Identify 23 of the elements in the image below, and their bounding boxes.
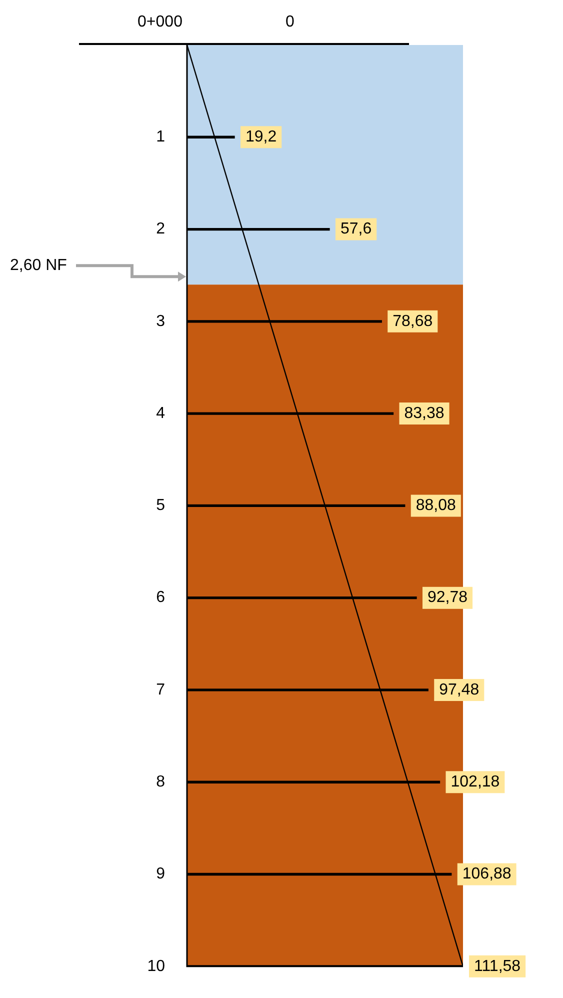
data-label: 92,78 bbox=[427, 589, 468, 606]
y-tick-label: 2 bbox=[156, 220, 166, 238]
y-tick-label: 3 bbox=[156, 312, 166, 330]
data-label: 88,08 bbox=[416, 497, 456, 514]
y-tick-label: 8 bbox=[156, 774, 166, 791]
data-label: 106,88 bbox=[462, 866, 512, 883]
y-tick-label: 7 bbox=[156, 681, 166, 698]
y-tick-label: 6 bbox=[156, 589, 166, 606]
data-label: 19,2 bbox=[245, 128, 277, 146]
data-label: 111,58 bbox=[474, 958, 521, 975]
text: 0+000 bbox=[138, 13, 183, 30]
text: 0 bbox=[286, 13, 295, 30]
text: 2,60 NF bbox=[10, 256, 68, 274]
y-tick-label: 5 bbox=[156, 497, 166, 514]
y-tick-label: 1 bbox=[156, 128, 166, 146]
data-label: 97,48 bbox=[439, 681, 480, 698]
y-tick-label: 4 bbox=[156, 404, 166, 422]
y-tick-label: 9 bbox=[156, 866, 166, 883]
data-label: 57,6 bbox=[340, 220, 372, 238]
data-label: 83,38 bbox=[404, 404, 444, 422]
y-tick-label: 10 bbox=[147, 958, 166, 975]
data-label: 78,68 bbox=[392, 312, 433, 330]
data-label: 102,18 bbox=[450, 774, 500, 791]
